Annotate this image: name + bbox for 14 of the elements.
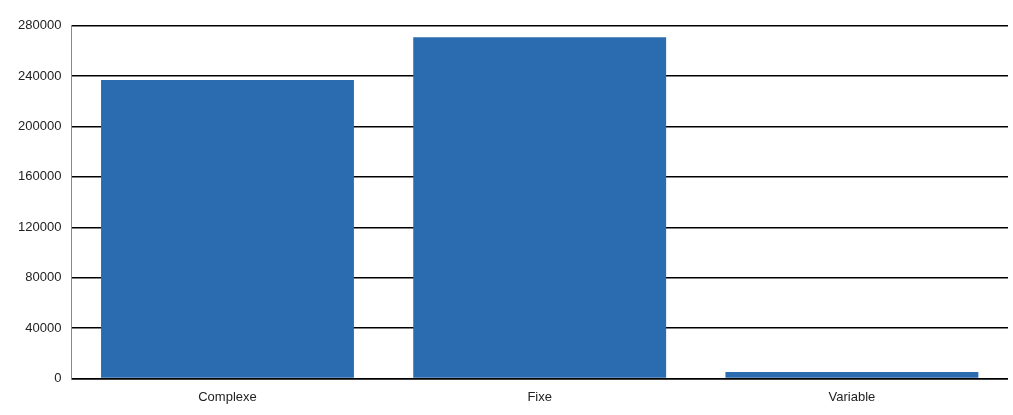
x-tick-label: Fixe <box>527 388 552 404</box>
bar <box>725 372 979 378</box>
bar <box>101 79 354 378</box>
x-tick-label: Complexe <box>198 388 257 404</box>
y-tick-label: 200000 <box>17 118 62 134</box>
y-tick-label: 160000 <box>17 168 62 184</box>
x-tick-label: Variable <box>828 388 876 404</box>
y-tick-label: 120000 <box>17 218 62 234</box>
y-tick-label: 280000 <box>17 17 62 33</box>
y-tick-label: 80000 <box>25 269 62 285</box>
bar <box>413 37 667 378</box>
y-tick-label: 240000 <box>17 67 62 83</box>
y-tick-label: 0 <box>54 369 62 385</box>
y-tick-label: 40000 <box>25 319 62 335</box>
